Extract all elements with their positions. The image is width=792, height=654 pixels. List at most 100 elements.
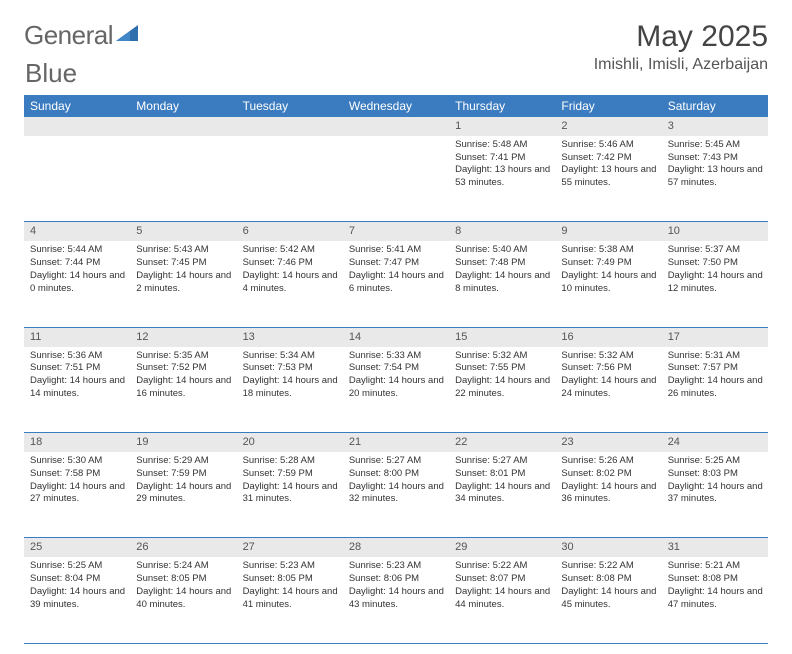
day-number-cell: 22 — [449, 433, 555, 452]
day-body-cell: Sunrise: 5:31 AMSunset: 7:57 PMDaylight:… — [662, 347, 768, 433]
day-number-cell: 21 — [343, 433, 449, 452]
day-body-cell: Sunrise: 5:27 AMSunset: 8:00 PMDaylight:… — [343, 452, 449, 538]
day-body-row: Sunrise: 5:44 AMSunset: 7:44 PMDaylight:… — [24, 241, 768, 327]
sun-data-line: Sunset: 7:54 PM — [349, 362, 445, 375]
sun-data-line: Daylight: 14 hours and 4 minutes. — [243, 270, 339, 296]
sun-data-line: Sunrise: 5:41 AM — [349, 244, 445, 257]
day-body-cell: Sunrise: 5:30 AMSunset: 7:58 PMDaylight:… — [24, 452, 130, 538]
day-body-cell: Sunrise: 5:36 AMSunset: 7:51 PMDaylight:… — [24, 347, 130, 433]
sun-data-line: Sunset: 7:51 PM — [30, 362, 126, 375]
day-body-cell — [24, 136, 130, 222]
sun-data-line: Sunrise: 5:42 AM — [243, 244, 339, 257]
sun-data-line: Sunset: 8:08 PM — [561, 573, 657, 586]
sun-data-line: Sunrise: 5:22 AM — [455, 560, 551, 573]
sun-data-line: Sunset: 7:43 PM — [668, 152, 764, 165]
day-body-cell: Sunrise: 5:25 AMSunset: 8:04 PMDaylight:… — [24, 557, 130, 643]
day-number-cell: 15 — [449, 327, 555, 346]
day-body-cell: Sunrise: 5:45 AMSunset: 7:43 PMDaylight:… — [662, 136, 768, 222]
sun-data-line: Sunrise: 5:40 AM — [455, 244, 551, 257]
sun-data-line: Daylight: 14 hours and 39 minutes. — [30, 586, 126, 612]
sun-data-line: Sunrise: 5:30 AM — [30, 455, 126, 468]
sun-data-line: Daylight: 14 hours and 40 minutes. — [136, 586, 232, 612]
sun-data-line: Sunrise: 5:34 AM — [243, 350, 339, 363]
sun-data-line: Sunset: 8:07 PM — [455, 573, 551, 586]
sun-data-line: Daylight: 14 hours and 44 minutes. — [455, 586, 551, 612]
sun-data-line: Daylight: 14 hours and 8 minutes. — [455, 270, 551, 296]
sun-data-line: Sunrise: 5:25 AM — [668, 455, 764, 468]
location-text: Imishli, Imisli, Azerbaijan — [594, 56, 768, 74]
sun-data-line: Daylight: 14 hours and 26 minutes. — [668, 375, 764, 401]
day-number-cell: 18 — [24, 433, 130, 452]
day-header: Friday — [555, 95, 661, 117]
sun-data-line: Daylight: 14 hours and 41 minutes. — [243, 586, 339, 612]
day-body-cell — [343, 136, 449, 222]
day-number-cell: 7 — [343, 222, 449, 241]
day-number-cell: 8 — [449, 222, 555, 241]
sun-data-line: Daylight: 14 hours and 22 minutes. — [455, 375, 551, 401]
day-number-cell: 4 — [24, 222, 130, 241]
day-body-cell: Sunrise: 5:48 AMSunset: 7:41 PMDaylight:… — [449, 136, 555, 222]
day-header: Saturday — [662, 95, 768, 117]
day-number-cell: 31 — [662, 538, 768, 557]
sun-data-line: Sunset: 8:06 PM — [349, 573, 445, 586]
day-number-cell: 16 — [555, 327, 661, 346]
sun-data-line: Daylight: 14 hours and 0 minutes. — [30, 270, 126, 296]
sun-data-line: Sunset: 7:46 PM — [243, 257, 339, 270]
sun-data-line: Daylight: 14 hours and 34 minutes. — [455, 481, 551, 507]
sun-data-line: Sunset: 8:00 PM — [349, 468, 445, 481]
sun-data-line: Sunrise: 5:46 AM — [561, 139, 657, 152]
day-number-cell: 14 — [343, 327, 449, 346]
sun-data-line: Sunrise: 5:38 AM — [561, 244, 657, 257]
day-number-cell: 1 — [449, 117, 555, 136]
sun-data-line: Daylight: 13 hours and 53 minutes. — [455, 164, 551, 190]
day-body-row: Sunrise: 5:30 AMSunset: 7:58 PMDaylight:… — [24, 452, 768, 538]
day-body-cell: Sunrise: 5:28 AMSunset: 7:59 PMDaylight:… — [237, 452, 343, 538]
sun-data-line: Sunrise: 5:35 AM — [136, 350, 232, 363]
sun-data-line: Sunset: 7:52 PM — [136, 362, 232, 375]
day-body-cell: Sunrise: 5:22 AMSunset: 8:08 PMDaylight:… — [555, 557, 661, 643]
day-number-cell — [130, 117, 236, 136]
day-header: Thursday — [449, 95, 555, 117]
brand-part2: Blue — [25, 58, 77, 88]
day-number-cell: 3 — [662, 117, 768, 136]
sun-data-line: Sunrise: 5:25 AM — [30, 560, 126, 573]
day-body-cell: Sunrise: 5:26 AMSunset: 8:02 PMDaylight:… — [555, 452, 661, 538]
day-header: Wednesday — [343, 95, 449, 117]
day-number-cell: 17 — [662, 327, 768, 346]
calendar-table: SundayMondayTuesdayWednesdayThursdayFrid… — [24, 95, 768, 644]
day-body-cell: Sunrise: 5:38 AMSunset: 7:49 PMDaylight:… — [555, 241, 661, 327]
day-body-row: Sunrise: 5:48 AMSunset: 7:41 PMDaylight:… — [24, 136, 768, 222]
sun-data-line: Sunset: 7:57 PM — [668, 362, 764, 375]
day-header-row: SundayMondayTuesdayWednesdayThursdayFrid… — [24, 95, 768, 117]
day-body-cell: Sunrise: 5:32 AMSunset: 7:55 PMDaylight:… — [449, 347, 555, 433]
sun-data-line: Sunset: 7:59 PM — [243, 468, 339, 481]
day-body-cell: Sunrise: 5:35 AMSunset: 7:52 PMDaylight:… — [130, 347, 236, 433]
day-number-row: 18192021222324 — [24, 433, 768, 452]
sun-data-line: Sunrise: 5:23 AM — [349, 560, 445, 573]
day-number-cell: 28 — [343, 538, 449, 557]
day-number-cell: 6 — [237, 222, 343, 241]
sun-data-line: Sunrise: 5:37 AM — [668, 244, 764, 257]
sun-data-line: Sunset: 8:05 PM — [243, 573, 339, 586]
sun-data-line: Sunrise: 5:32 AM — [455, 350, 551, 363]
day-body-cell: Sunrise: 5:25 AMSunset: 8:03 PMDaylight:… — [662, 452, 768, 538]
day-body-cell: Sunrise: 5:22 AMSunset: 8:07 PMDaylight:… — [449, 557, 555, 643]
sun-data-line: Sunrise: 5:43 AM — [136, 244, 232, 257]
sun-data-line: Sunset: 7:49 PM — [561, 257, 657, 270]
sun-data-line: Sunset: 7:59 PM — [136, 468, 232, 481]
day-number-cell: 26 — [130, 538, 236, 557]
sun-data-line: Daylight: 14 hours and 27 minutes. — [30, 481, 126, 507]
day-body-cell: Sunrise: 5:32 AMSunset: 7:56 PMDaylight:… — [555, 347, 661, 433]
sun-data-line: Sunrise: 5:45 AM — [668, 139, 764, 152]
sun-data-line: Sunrise: 5:26 AM — [561, 455, 657, 468]
day-number-row: 123 — [24, 117, 768, 136]
sun-data-line: Sunrise: 5:48 AM — [455, 139, 551, 152]
day-number-cell: 24 — [662, 433, 768, 452]
sun-data-line: Sunset: 7:48 PM — [455, 257, 551, 270]
day-body-row: Sunrise: 5:25 AMSunset: 8:04 PMDaylight:… — [24, 557, 768, 643]
day-body-cell: Sunrise: 5:37 AMSunset: 7:50 PMDaylight:… — [662, 241, 768, 327]
day-body-cell — [130, 136, 236, 222]
sun-data-line: Sunrise: 5:36 AM — [30, 350, 126, 363]
day-number-cell: 27 — [237, 538, 343, 557]
sun-data-line: Daylight: 14 hours and 6 minutes. — [349, 270, 445, 296]
